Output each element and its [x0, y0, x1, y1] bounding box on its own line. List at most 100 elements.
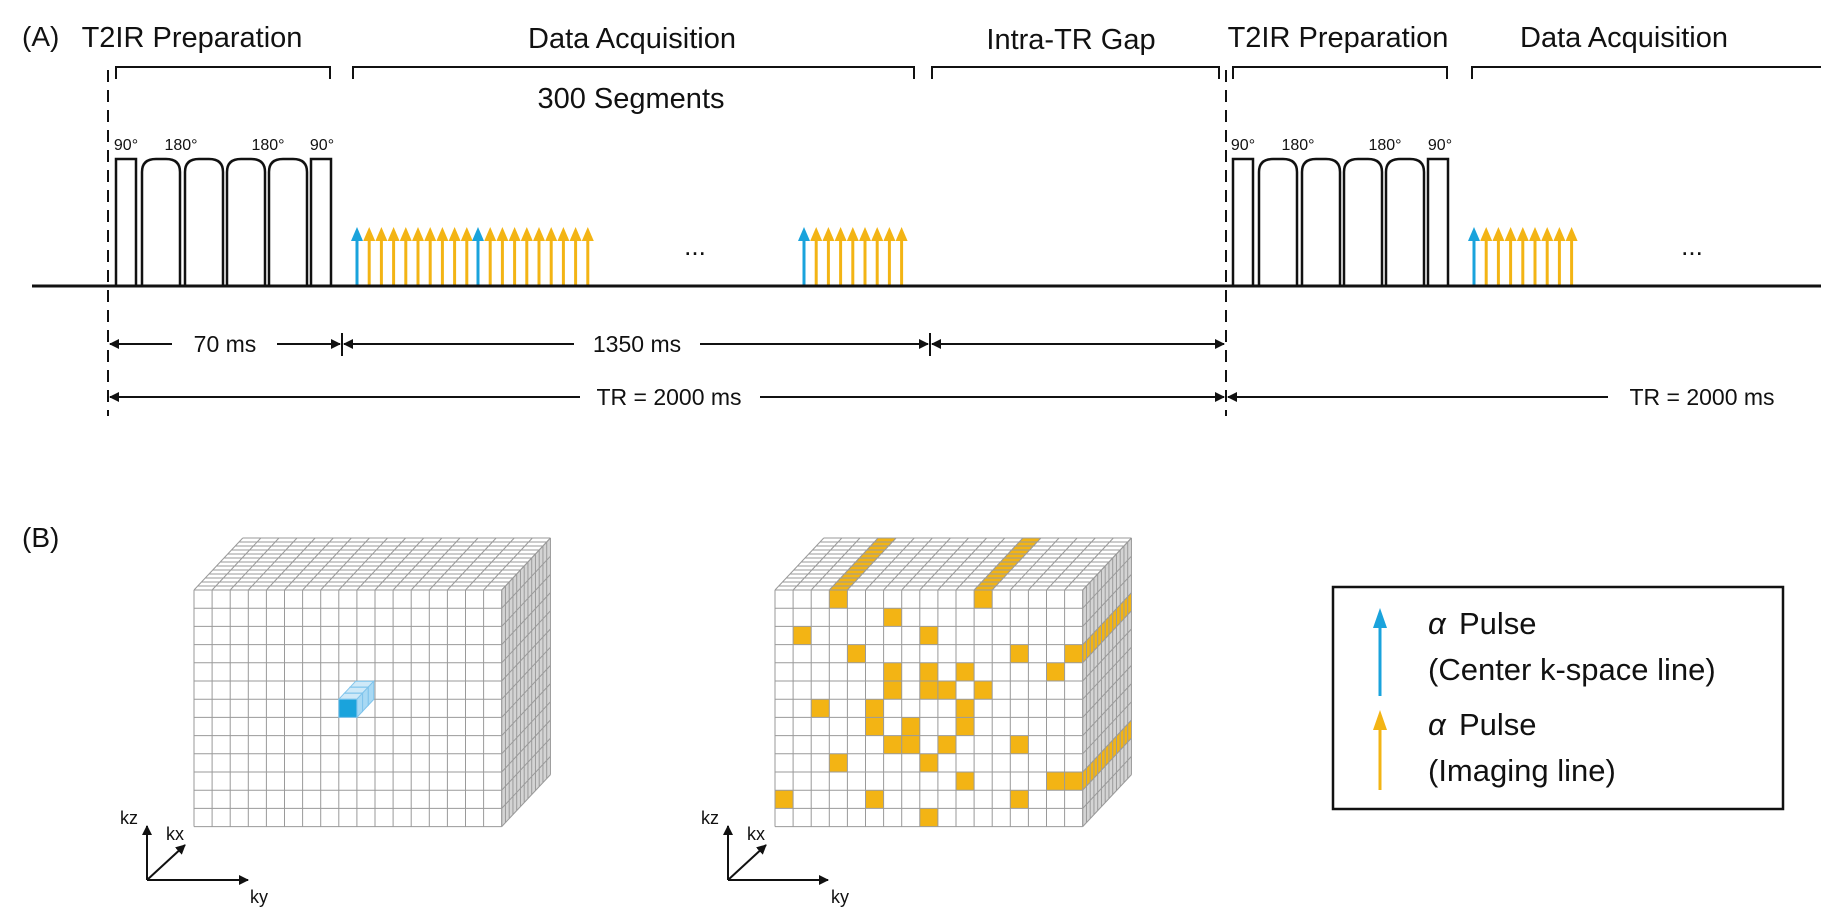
axis-kx-right [727, 844, 767, 881]
alpha-pulse-4-2-head [1480, 227, 1493, 241]
rf-pulse-180-1b [183, 157, 225, 286]
alpha-pulse-2-7-head [545, 227, 558, 241]
t2ir-pulse-train-1 [114, 157, 333, 286]
alpha-pulse-1-9-head [448, 227, 461, 241]
alpha-pulse-arrows [351, 227, 1578, 286]
cube-left-center-line-cell-0 [338, 698, 358, 718]
alpha-pulse-3-1-head [798, 227, 810, 241]
flip-angle-180-2b: 180° [1368, 137, 1401, 154]
cube-right-sampled-cell-6 [1046, 662, 1065, 681]
rf-pulse-180-1c [225, 157, 267, 286]
cube-right-top-face [775, 538, 1132, 590]
cube-right-sampled-cell-8 [919, 662, 938, 681]
alpha-pulse-4-1-head [1468, 227, 1480, 241]
alpha-pulse-1-8-head [436, 227, 449, 241]
alpha-pulse-2-9-head [569, 227, 582, 241]
rf-pulse-90-2b [1426, 157, 1450, 286]
bracket-t2ir-prep-2 [1232, 66, 1448, 79]
k-space-cube-imaging-lines [774, 537, 1132, 828]
alpha-pulse-2-3-head [496, 227, 509, 241]
legend-center-label: Pulse [1459, 606, 1537, 641]
alpha-pulse-2-4-head [508, 227, 521, 241]
k-space-cube-center-line [193, 537, 551, 828]
cube-right-sampled-cell-24 [829, 753, 848, 772]
alpha-pulse-1-4-head [387, 227, 400, 241]
rf-pulse-180-1d [267, 157, 309, 286]
legend-center-alpha: α [1428, 606, 1447, 641]
cube-right-side-stripe-cell-2 [1064, 772, 1083, 791]
phase-title-t2ir-prep-2: T2IR Preparation [1228, 22, 1449, 54]
rf-pulse-90-1a [114, 157, 138, 286]
bracket-data-acquisition-2 [1471, 66, 1821, 79]
alpha-pulse-4-3-head [1492, 227, 1505, 241]
ellipsis-1: ... [684, 231, 706, 261]
alpha-pulse-3-7-head [871, 227, 884, 241]
cube-right-sampled-cell-28 [775, 790, 794, 809]
alpha-pulse-4-9-head [1565, 227, 1578, 241]
alpha-pulse-3-5-head [846, 227, 859, 241]
legend-imaging-label: Pulse [1459, 707, 1537, 742]
cube-right-sampled-cell-9 [956, 662, 975, 681]
cube-right-sampled-cell-15 [865, 699, 884, 718]
alpha-pulse-2-6-head [533, 227, 545, 241]
phase-title-t2ir-prep-1: T2IR Preparation [82, 22, 303, 54]
panel-a-label: (A) [22, 21, 59, 52]
flip-angle-90-1a: 90° [114, 137, 138, 154]
flip-angle-180-1a: 180° [164, 137, 197, 154]
cube-right-sampled-cell-2 [793, 626, 812, 645]
bracket-data-acquisition-1 [352, 66, 915, 79]
axis-label-ky-left: ky [250, 887, 268, 907]
k-space-axes-right: kz kx ky [701, 808, 849, 907]
cube-right-sampled-cell-3 [919, 626, 938, 645]
legend-center-sublabel: (Center k-space line) [1428, 652, 1716, 687]
rf-pulse-180-2c [1342, 157, 1384, 286]
legend-box [1331, 585, 1785, 811]
ellipsis-2: ... [1681, 231, 1703, 261]
cube-right-sampled-cell-29 [865, 790, 884, 809]
cube-right-top-stripe-cell-2 [974, 590, 993, 609]
legend-item-imaging: α Pulse (Imaging line) [1373, 707, 1616, 790]
rf-pulse-180-2d [1384, 157, 1426, 286]
phase-title-intra-tr-gap: Intra-TR Gap [986, 24, 1155, 56]
flip-angle-180-1b: 180° [251, 137, 284, 154]
dim-label-tr-1: TR = 2000 ms [596, 384, 741, 410]
rf-pulse-90-1b [309, 157, 333, 286]
alpha-pulse-2-2-head [484, 227, 497, 241]
axis-label-ky-right: ky [831, 887, 849, 907]
legend-imaging-alpha: α [1428, 707, 1447, 742]
alpha-pulse-1-2-head [363, 227, 376, 241]
alpha-pulse-3-6-head [859, 227, 871, 241]
alpha-pulse-2-10-head [581, 227, 594, 241]
cube-right-sampled-cell-10 [883, 681, 902, 700]
alpha-pulse-1-6-head [412, 227, 424, 241]
axis-label-kz-right: kz [701, 808, 719, 828]
cube-right-sampled-cell-31 [919, 808, 938, 827]
cube-right-sampled-cell-16 [956, 699, 975, 718]
cube-right-side-stripe-1 [1082, 592, 1132, 663]
t2ir-pulse-train-2 [1231, 157, 1450, 286]
panel-a: (A) T2IR Preparation Data Acquisition In… [22, 21, 1821, 416]
cube-right-top-stripe-cell-1 [829, 590, 848, 609]
legend-center-pulse-arrowhead [1373, 608, 1387, 628]
alpha-pulse-3-4-head [834, 227, 847, 241]
alpha-pulse-2-1-head [472, 227, 484, 241]
cube-left-top-face [194, 538, 551, 590]
alpha-pulse-4-8-head [1553, 227, 1566, 241]
rf-pulse-180-2a [1257, 157, 1299, 286]
cube-right-sampled-cell-18 [901, 717, 920, 736]
axis-label-kx-right: kx [747, 824, 765, 844]
cube-left-side-grid [501, 537, 551, 827]
legend-item-center: α Pulse (Center k-space line) [1373, 606, 1716, 696]
flip-angle-90-1b: 90° [310, 137, 334, 154]
segments-label: 300 Segments [537, 83, 724, 115]
alpha-pulse-3-9-head [895, 227, 908, 241]
rf-pulse-180-1a [140, 157, 182, 286]
flip-angle-90-2a: 90° [1231, 137, 1255, 154]
axis-label-kx-left: kx [166, 824, 184, 844]
bracket-t2ir-prep-1 [115, 66, 331, 79]
alpha-pulse-1-7-head [424, 227, 437, 241]
alpha-pulse-1-5-head [399, 227, 412, 241]
panel-b: (B) kz kx ky kz kx ky α [22, 522, 1785, 907]
cube-right-sampled-cell-4 [847, 644, 866, 663]
